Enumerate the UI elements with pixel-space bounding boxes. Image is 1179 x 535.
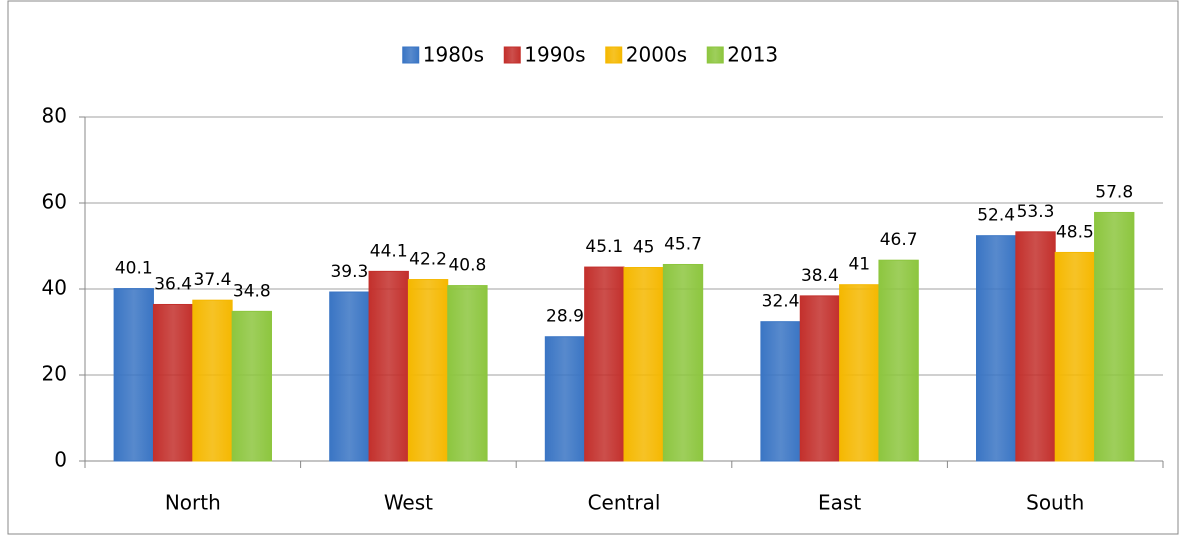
data-label: 42.2 [409, 250, 447, 270]
legend-swatch [706, 46, 724, 64]
bar [192, 299, 233, 462]
bar [1054, 251, 1096, 462]
x-tick-label: West [384, 491, 433, 515]
legend-label: 1990s [524, 43, 585, 67]
bar [231, 310, 272, 462]
y-tick-label: 20 [42, 362, 67, 386]
data-label: 46.7 [880, 230, 918, 250]
bar [368, 270, 409, 462]
bar [407, 279, 449, 462]
bar [584, 266, 625, 462]
bar [760, 321, 801, 462]
data-label: 52.4 [977, 206, 1015, 226]
data-label: 53.3 [1017, 202, 1055, 222]
bar [799, 295, 841, 462]
data-label: 37.4 [194, 270, 232, 290]
bar [976, 235, 1017, 462]
bar [152, 303, 194, 462]
data-label: 38.4 [801, 266, 839, 286]
data-label: 28.9 [546, 307, 584, 327]
data-label: 57.8 [1095, 182, 1133, 202]
bar [623, 267, 664, 462]
y-tick-label: 60 [42, 190, 67, 214]
data-label: 36.4 [154, 274, 192, 294]
legend-label: 1980s [423, 43, 484, 67]
x-tick-label: North [165, 491, 221, 515]
bar [113, 288, 154, 462]
data-label: 40.8 [448, 256, 486, 276]
y-tick-label: 40 [42, 276, 67, 300]
data-label: 41 [848, 255, 870, 275]
bar [1015, 231, 1056, 462]
bar [544, 336, 586, 462]
legend-swatch [605, 46, 623, 64]
y-tick-label: 0 [54, 448, 67, 472]
data-label: 48.5 [1056, 222, 1094, 242]
data-label: 34.8 [233, 281, 271, 301]
x-tick-label: Central [588, 491, 661, 515]
legend-label: 2013 [727, 43, 778, 67]
data-label: 39.3 [330, 262, 368, 282]
x-tick-label: East [818, 491, 861, 515]
data-label: 32.4 [762, 292, 800, 312]
bar [878, 259, 919, 462]
y-tick-label: 80 [42, 104, 67, 128]
bar [662, 263, 704, 462]
x-tick-label: South [1026, 491, 1084, 515]
data-label: 44.1 [370, 241, 408, 261]
legend-swatch [503, 46, 521, 64]
bar [447, 285, 488, 462]
data-label: 45.7 [664, 234, 702, 254]
data-label: 45 [633, 238, 655, 258]
legend-label: 2000s [626, 43, 687, 67]
legend-swatch [402, 46, 420, 64]
bar [1094, 211, 1135, 462]
bar [329, 291, 370, 462]
bar [839, 284, 880, 462]
data-label: 45.1 [585, 237, 623, 257]
data-label: 40.1 [115, 259, 153, 279]
